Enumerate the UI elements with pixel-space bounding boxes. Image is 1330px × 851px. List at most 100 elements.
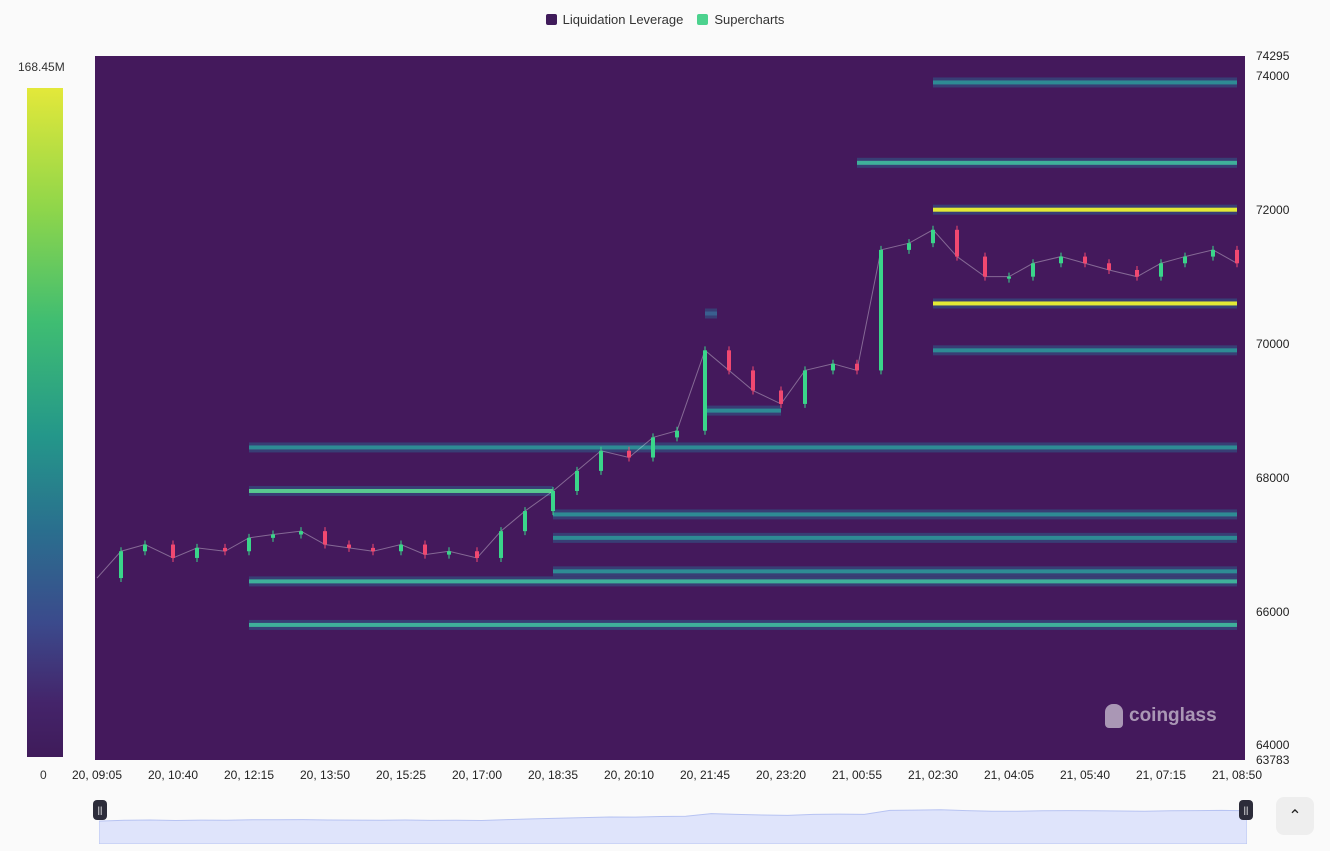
x-tick-label-13: 21, 05:40 bbox=[1059, 768, 1111, 782]
price-candle-40 bbox=[1107, 263, 1111, 270]
y-tick-label-0: 74295 bbox=[1256, 49, 1290, 63]
chevron-up-icon: ⌃ bbox=[1288, 808, 1302, 825]
price-candle-35 bbox=[983, 256, 987, 277]
liquidation-band-core-5 bbox=[249, 445, 1237, 450]
price-candle-23 bbox=[675, 430, 679, 438]
price-candle-37 bbox=[1031, 263, 1035, 277]
liquidation-band-4 bbox=[933, 345, 1237, 356]
price-candle-21 bbox=[627, 450, 631, 458]
x-tick-label-12: 21, 04:05 bbox=[983, 768, 1035, 782]
price-candle-33 bbox=[931, 229, 935, 244]
liquidation-band-core-6 bbox=[249, 488, 553, 493]
liquidation-band-core-13 bbox=[705, 311, 717, 316]
legend-label-supercharts: Supercharts bbox=[714, 12, 785, 27]
legend-label-liquidation-leverage: Liquidation Leverage bbox=[562, 12, 684, 27]
x-tick-label-3: 20, 13:50 bbox=[299, 768, 351, 782]
colorbar-max-label: 168.45M bbox=[18, 60, 65, 74]
liquidation-band-9 bbox=[553, 566, 1237, 577]
x-tick-label-14: 21, 07:15 bbox=[1135, 768, 1187, 782]
legend-item-supercharts[interactable]: Supercharts bbox=[697, 12, 784, 27]
liquidation-band-8 bbox=[553, 532, 1237, 543]
price-candle-3 bbox=[171, 544, 175, 558]
liquidation-band-core-7 bbox=[553, 512, 1237, 517]
y-tick-label-4: 68000 bbox=[1256, 470, 1290, 485]
price-candle-44 bbox=[1211, 249, 1215, 257]
time-navigator[interactable] bbox=[99, 786, 1247, 844]
x-tick-label-0: 20, 09:05 bbox=[71, 768, 123, 782]
navigator-right-handle[interactable]: || bbox=[1239, 800, 1253, 820]
navigator-area bbox=[99, 809, 1247, 844]
price-line bbox=[96, 229, 1238, 579]
price-candle-14 bbox=[447, 551, 451, 555]
liquidation-band-core-0 bbox=[933, 80, 1237, 85]
price-candle-2 bbox=[143, 544, 147, 552]
x-tick-label-1: 20, 10:40 bbox=[147, 768, 199, 782]
heatmap-background bbox=[95, 56, 1245, 760]
x-tick-label-8: 20, 21:45 bbox=[679, 768, 731, 782]
x-tick-label-5: 20, 17:00 bbox=[451, 768, 503, 782]
price-candle-26 bbox=[751, 370, 755, 391]
price-candle-42 bbox=[1159, 263, 1163, 277]
liquidation-band-core-3 bbox=[933, 301, 1237, 306]
price-candle-39 bbox=[1083, 256, 1087, 264]
x-tick-label-15: 21, 08:50 bbox=[1211, 768, 1263, 782]
liquidation-band-core-12 bbox=[705, 408, 781, 413]
watermark-text: coinglass bbox=[1129, 705, 1217, 726]
liquidation-band-11 bbox=[249, 619, 1237, 630]
liquidation-band-core-8 bbox=[553, 535, 1237, 540]
liquidation-band-10 bbox=[249, 576, 1237, 587]
scroll-up-button[interactable]: ⌃ bbox=[1276, 797, 1314, 835]
y-tick-label-1: 74000 bbox=[1256, 68, 1290, 83]
price-candle-12 bbox=[399, 544, 403, 552]
price-candle-8 bbox=[299, 531, 303, 535]
liquidation-band-core-9 bbox=[553, 569, 1237, 574]
price-candle-43 bbox=[1183, 256, 1187, 264]
price-candle-13 bbox=[423, 544, 427, 555]
price-candle-16 bbox=[499, 531, 503, 558]
y-tick-label-6: 64000 bbox=[1256, 738, 1290, 753]
price-candle-36 bbox=[1007, 276, 1011, 279]
y-tick-label-7: 63783 bbox=[1256, 753, 1290, 767]
x-tick-label-7: 20, 20:10 bbox=[603, 768, 655, 782]
price-candle-30 bbox=[855, 363, 859, 371]
legend-swatch-liquidation-leverage bbox=[545, 14, 557, 25]
colorbar-min-label: 0 bbox=[40, 768, 47, 782]
coinglass-logo-icon bbox=[1105, 704, 1123, 728]
coinglass-watermark: coinglass bbox=[1105, 704, 1217, 728]
legend-item-liquidation-leverage[interactable]: Liquidation Leverage bbox=[545, 12, 684, 27]
liquidation-band-core-1 bbox=[857, 160, 1237, 165]
liquidation-band-1 bbox=[857, 157, 1237, 168]
price-candle-1 bbox=[119, 551, 123, 579]
x-tick-label-9: 20, 23:20 bbox=[755, 768, 807, 782]
price-candle-28 bbox=[803, 370, 807, 404]
liquidation-band-0 bbox=[933, 77, 1237, 88]
liquidation-band-13 bbox=[705, 308, 717, 319]
x-tick-label-10: 21, 00:55 bbox=[831, 768, 883, 782]
liquidation-band-3 bbox=[933, 298, 1237, 309]
liquidation-band-12 bbox=[705, 405, 781, 416]
x-tick-label-11: 21, 02:30 bbox=[907, 768, 959, 782]
price-candle-27 bbox=[779, 390, 783, 404]
price-candle-32 bbox=[907, 243, 911, 250]
liquidation-band-core-10 bbox=[249, 579, 1237, 584]
x-tick-label-2: 20, 12:15 bbox=[223, 768, 275, 782]
x-tick-label-6: 20, 18:35 bbox=[527, 768, 579, 782]
price-candle-24 bbox=[703, 350, 707, 431]
navigator-left-handle[interactable]: || bbox=[93, 800, 107, 820]
liquidation-band-6 bbox=[249, 485, 553, 496]
y-tick-label-5: 66000 bbox=[1256, 604, 1290, 619]
price-candle-38 bbox=[1059, 256, 1063, 264]
liquidation-band-core-4 bbox=[933, 348, 1237, 353]
price-candle-22 bbox=[651, 437, 655, 458]
liquidation-band-core-11 bbox=[249, 622, 1237, 627]
price-candle-7 bbox=[271, 534, 275, 538]
price-candle-29 bbox=[831, 363, 835, 371]
y-tick-label-3: 70000 bbox=[1256, 336, 1290, 351]
price-candle-25 bbox=[727, 350, 731, 371]
price-candle-5 bbox=[223, 547, 227, 552]
liquidation-band-7 bbox=[553, 509, 1237, 520]
price-candle-17 bbox=[523, 511, 527, 532]
price-candle-11 bbox=[371, 547, 375, 552]
legend-swatch-supercharts bbox=[697, 14, 709, 25]
